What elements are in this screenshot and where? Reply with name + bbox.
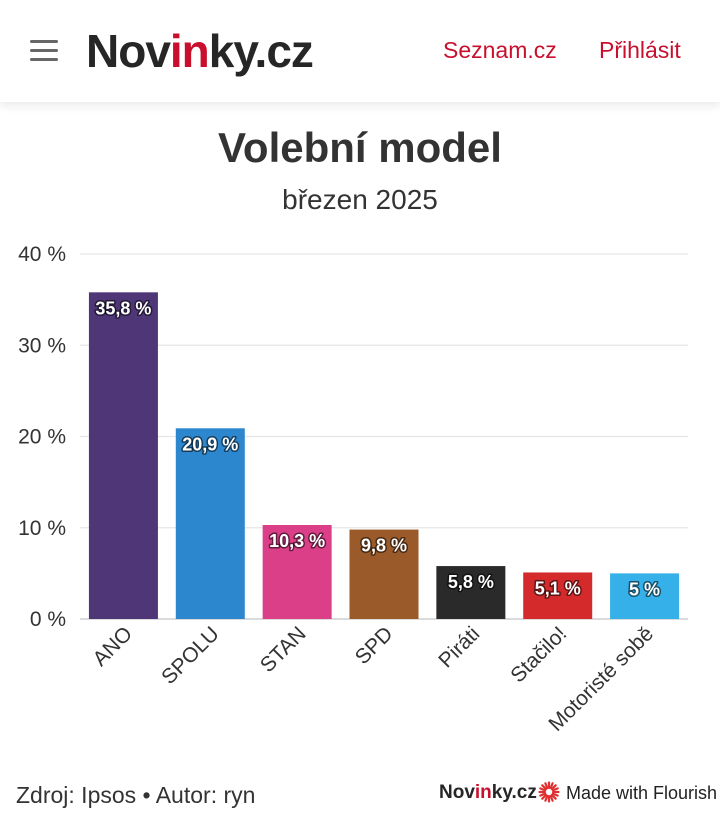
data-label: 9,8 % [361, 536, 407, 556]
x-tick-label: Stačilo! [506, 622, 571, 687]
data-label: 5,1 % [535, 578, 581, 598]
footer-logo: Novinky.cz [439, 782, 537, 803]
bar-0 [88, 292, 158, 619]
bar-2 [262, 525, 332, 619]
data-label: 20,9 % [182, 434, 238, 454]
flourish-logo-icon [538, 781, 560, 803]
source-credit: Zdroj: Ipsos • Autor: ryn [16, 782, 256, 808]
bar-4 [436, 566, 506, 619]
site-logo[interactable]: Novinky.cz [86, 25, 314, 77]
data-label: 35,8 % [95, 298, 151, 318]
data-label: 10,3 % [269, 531, 325, 551]
chart-subtitle: březen 2025 [282, 184, 438, 215]
bar-5 [523, 572, 593, 619]
data-label: 5 % [629, 579, 660, 599]
y-tick-label: 30 % [18, 334, 66, 357]
x-tick-label: SPD [351, 622, 398, 669]
y-tick-label: 40 % [18, 243, 66, 266]
x-tick-label: SPOLU [157, 622, 224, 689]
login-link[interactable]: Přihlásit [599, 37, 681, 63]
y-tick-label: 0 % [30, 608, 66, 631]
y-tick-label: 20 % [18, 426, 66, 449]
chart-title: Volební model [218, 124, 502, 171]
bar-3 [349, 529, 419, 619]
hamburger-menu-icon[interactable] [30, 38, 58, 62]
seznam-link[interactable]: Seznam.cz [443, 37, 557, 63]
data-label: 5,8 % [448, 572, 494, 592]
bar-1 [175, 428, 245, 619]
x-tick-label: Piráti [434, 622, 484, 672]
x-tick-label: STAN [256, 622, 311, 677]
bar-6 [610, 573, 680, 619]
site-header: Novinky.cz Seznam.cz Přihlásit [0, 0, 720, 102]
x-tick-label: ANO [89, 622, 137, 670]
y-tick-label: 10 % [18, 517, 66, 540]
flourish-label: Made with Flourish [566, 783, 718, 803]
